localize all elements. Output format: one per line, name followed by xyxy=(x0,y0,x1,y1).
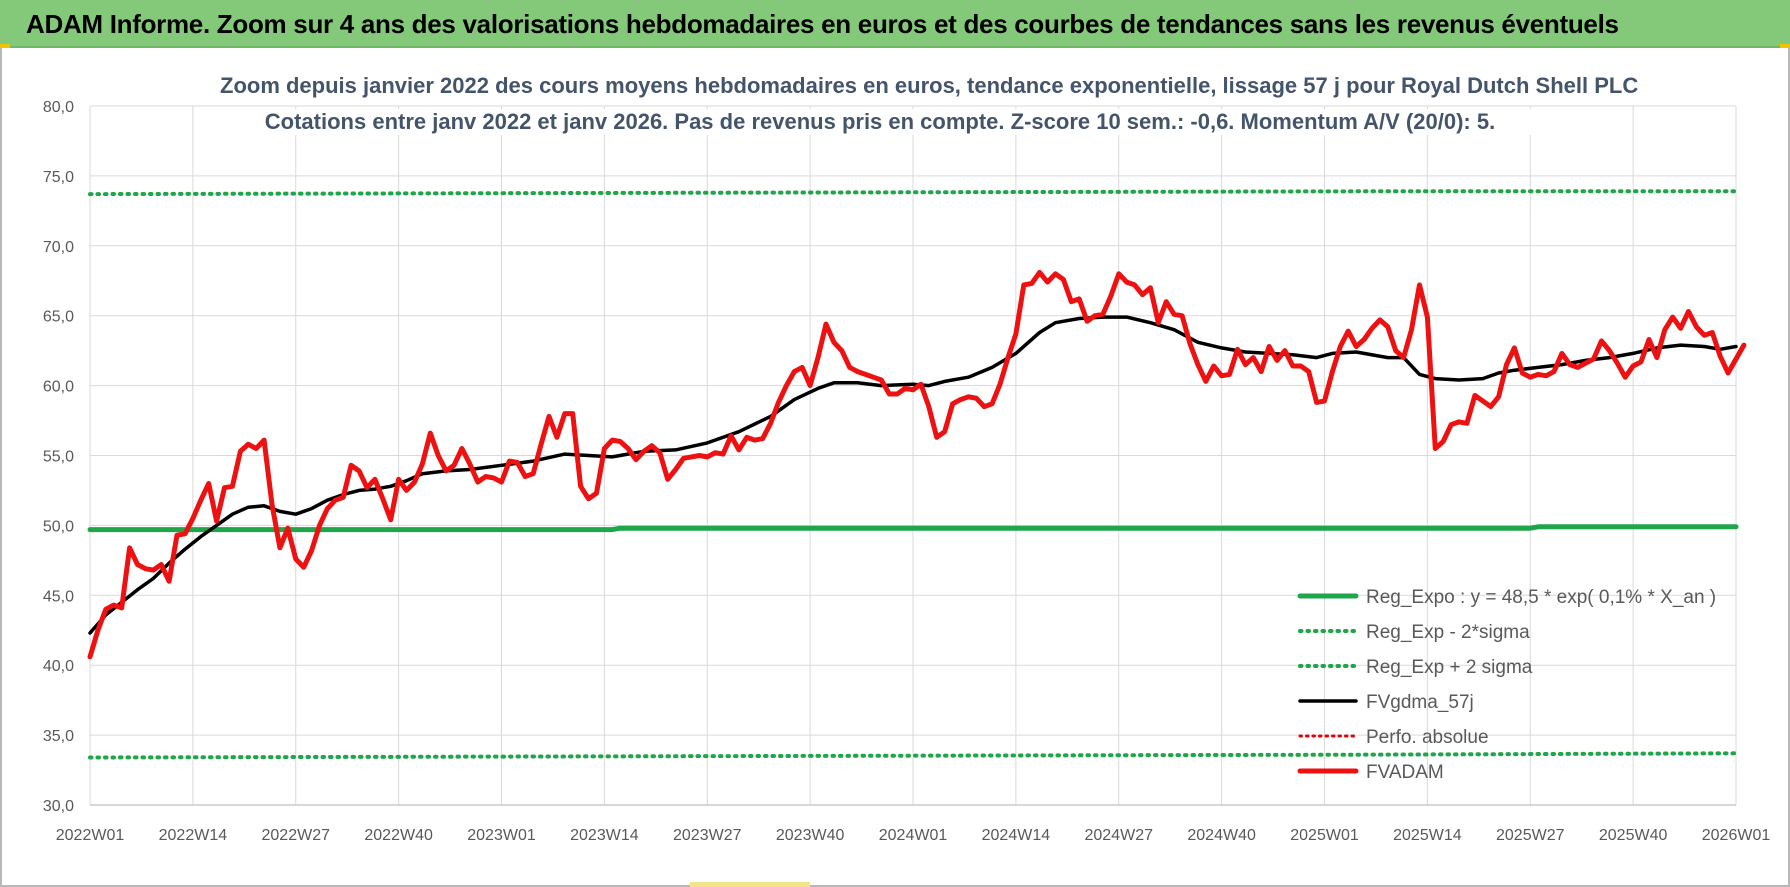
bottom-accent xyxy=(690,882,810,887)
x-tick-label: 2022W40 xyxy=(364,827,433,844)
legend-label: Reg_Exp + 2 sigma xyxy=(1366,657,1533,678)
x-tick-label: 2024W27 xyxy=(1085,827,1154,844)
series-line-reg-exp xyxy=(88,189,1738,197)
report-banner: ADAM Informe. Zoom sur 4 ans des valoris… xyxy=(0,0,1790,48)
x-tick-label: 2024W40 xyxy=(1187,827,1256,844)
legend-label: FVgdma_57j xyxy=(1366,692,1474,713)
y-tick-label: 80,0 xyxy=(43,99,74,116)
legend-label: Reg_Exp - 2*sigma xyxy=(1366,622,1530,643)
x-tick-label: 2025W27 xyxy=(1496,827,1565,844)
series-line-reg-expo xyxy=(87,524,1739,533)
series-line-reg-exp xyxy=(88,751,1738,760)
x-tick-label: 2023W01 xyxy=(467,827,536,844)
y-tick-label: 55,0 xyxy=(43,449,74,466)
chart-legend: Reg_Expo : y = 48,5 * exp( 0,1% * X_an )… xyxy=(1297,587,1716,783)
x-tick-label: 2022W01 xyxy=(56,827,125,844)
legend-label: FVADAM xyxy=(1366,762,1444,783)
x-tick-label: 2023W14 xyxy=(570,827,639,844)
x-tick-label: 2025W14 xyxy=(1393,827,1462,844)
y-tick-label: 40,0 xyxy=(43,658,74,675)
y-tick-label: 60,0 xyxy=(43,379,74,396)
chart-grid xyxy=(89,105,1737,806)
x-tick-label: 2024W01 xyxy=(879,827,948,844)
x-tick-label: 2025W01 xyxy=(1290,827,1359,844)
x-tick-label: 2023W40 xyxy=(776,827,845,844)
series-layer xyxy=(87,189,1747,760)
x-tick-label: 2024W14 xyxy=(982,827,1051,844)
chart-frame xyxy=(0,48,1790,887)
chart-title: Zoom depuis janvier 2022 des cours moyen… xyxy=(220,73,1639,99)
y-tick-label: 45,0 xyxy=(43,588,74,605)
series-line-fvgdma-57j xyxy=(88,315,1738,635)
x-tick-label: 2023W27 xyxy=(673,827,742,844)
banner-accent-left xyxy=(0,44,10,48)
chart-subtitle: Cotations entre janv 2022 et janv 2026. … xyxy=(220,109,1540,135)
x-tick-label: 2025W40 xyxy=(1599,827,1668,844)
y-tick-label: 70,0 xyxy=(43,239,74,256)
y-axis-ticks: 30,0 35,0 40,0 45,0 50,0 55,0 60,0 65,0 70,0 75,0… xyxy=(43,99,74,815)
y-tick-label: 75,0 xyxy=(43,169,74,186)
x-tick-label: 2026W01 xyxy=(1702,827,1771,844)
x-tick-label: 2022W14 xyxy=(159,827,228,844)
x-axis-ticks: 2022W01 2022W14 2022W27 2022W40 2023W01 2023W… xyxy=(56,827,1771,844)
report-title: ADAM Informe. Zoom sur 4 ans des valoris… xyxy=(26,9,1619,39)
series-line-fvadam xyxy=(87,269,1747,660)
banner-accent-right xyxy=(1780,44,1790,48)
legend-label: Perfo. absolue xyxy=(1366,727,1489,748)
x-tick-label: 2022W27 xyxy=(262,827,331,844)
y-tick-label: 50,0 xyxy=(43,518,74,535)
legend-label: Reg_Expo : y = 48,5 * exp( 0,1% * X_an ) xyxy=(1366,587,1716,608)
y-tick-label: 30,0 xyxy=(43,798,74,815)
y-tick-label: 35,0 xyxy=(43,728,74,745)
y-tick-label: 65,0 xyxy=(43,309,74,326)
